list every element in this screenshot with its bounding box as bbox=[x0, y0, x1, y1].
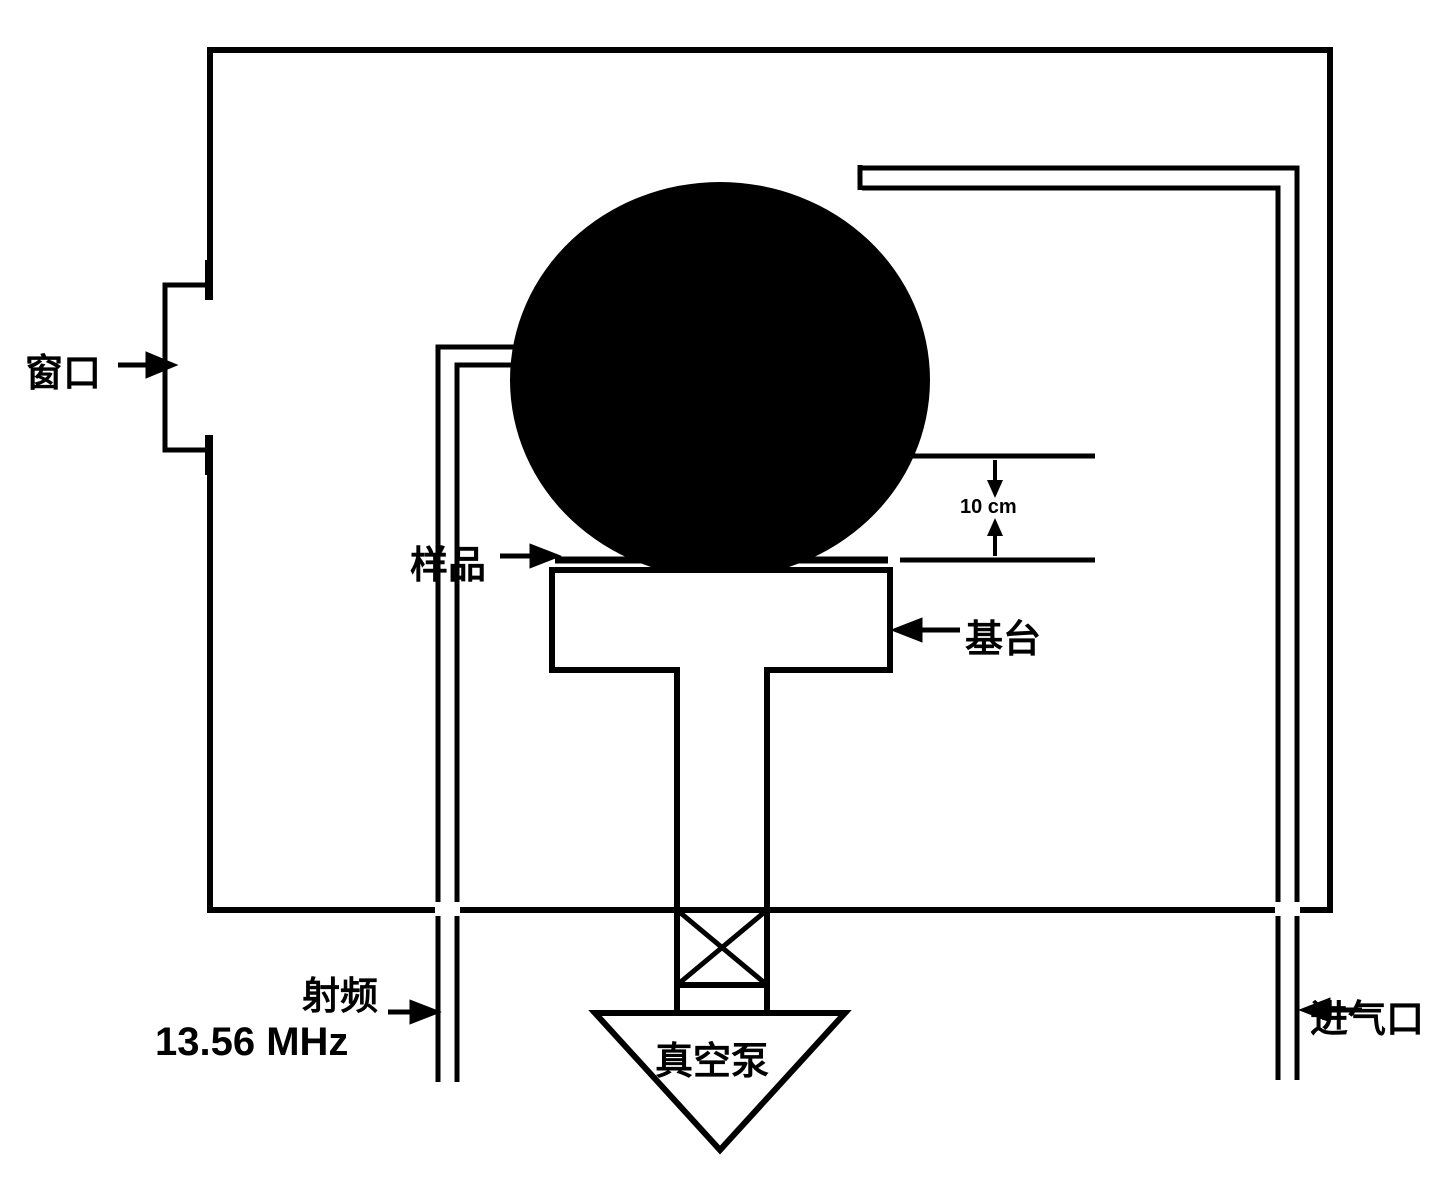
window-label: 窗口 bbox=[25, 342, 101, 397]
sample-label: 样品 bbox=[410, 534, 486, 589]
window-port-gap bbox=[207, 300, 213, 435]
valve-spacer bbox=[677, 985, 767, 1013]
gas-inlet-inner bbox=[862, 188, 1278, 1080]
vacuum-pump-label: 真空泵 bbox=[655, 1030, 769, 1085]
gas-inlet-pipe bbox=[863, 165, 1297, 1080]
distance-label: 10 cm bbox=[960, 496, 1017, 519]
gas-inlet-label: 进气口 bbox=[1310, 988, 1424, 1043]
plasma-region bbox=[510, 182, 930, 578]
stage-label: 基台 bbox=[965, 608, 1041, 663]
diagram-container: 窗口 样品 基台 射频 13.56 MHz 进气口 真空泵 10 cm bbox=[0, 0, 1433, 1195]
rf-label: 射频 bbox=[302, 965, 378, 1020]
rf-pipe-wall-gap bbox=[435, 902, 460, 916]
dist-arrow-up-head bbox=[987, 518, 1003, 536]
schematic-svg bbox=[0, 0, 1433, 1195]
sample-stage bbox=[552, 570, 890, 910]
gas-pipe-wall-gap bbox=[1275, 902, 1300, 916]
gas-inlet-outer bbox=[862, 168, 1297, 1080]
frequency-label: 13.56 MHz bbox=[155, 1020, 348, 1065]
